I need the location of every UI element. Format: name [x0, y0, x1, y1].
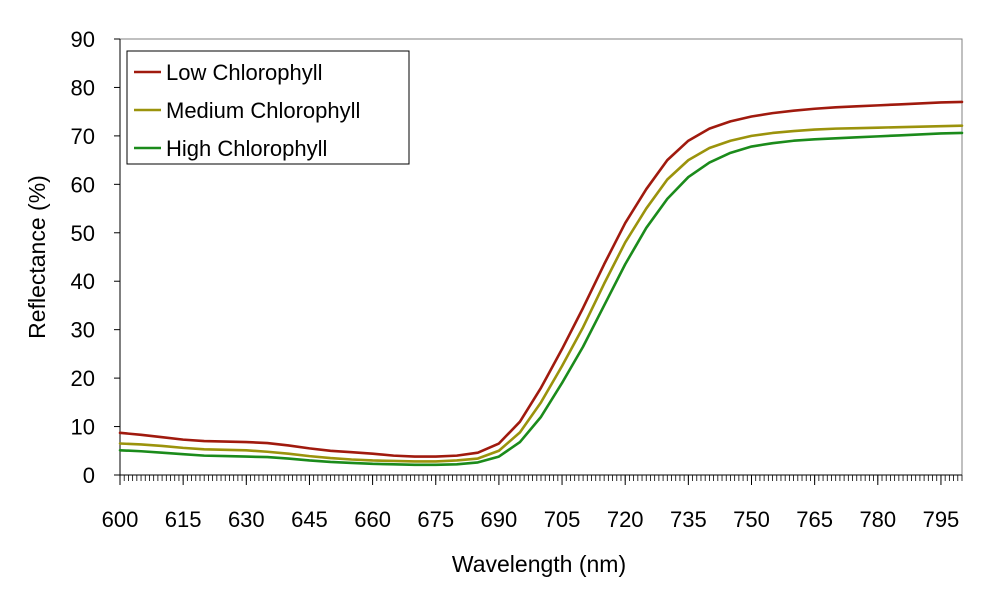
y-tick-label: 90: [71, 27, 95, 52]
x-tick-label: 660: [354, 507, 391, 532]
x-tick-label: 615: [165, 507, 202, 532]
x-tick-label: 705: [544, 507, 581, 532]
x-tick-label: 735: [670, 507, 707, 532]
series-line-medium-chlorophyll: [118, 124, 964, 463]
y-tick-label: 10: [71, 415, 95, 440]
x-tick-label: 765: [796, 507, 833, 532]
x-tick-label: 645: [291, 507, 328, 532]
series-line-low-chlorophyll: [118, 100, 964, 458]
y-tick-label: 50: [71, 221, 95, 246]
y-tick-label: 0: [83, 463, 95, 488]
x-axis-title: Wavelength (nm): [452, 551, 626, 577]
legend-item: Medium Chlorophyll: [134, 98, 360, 123]
legend-item: High Chlorophyll: [134, 136, 327, 161]
y-tick-label: 60: [71, 172, 95, 197]
y-tick-label: 20: [71, 366, 95, 391]
series-line-high-chlorophyll: [118, 131, 964, 467]
x-tick-label: 675: [417, 507, 454, 532]
x-tick-label: 795: [923, 507, 960, 532]
y-axis-title: Reflectance (%): [24, 175, 50, 339]
legend-label: Medium Chlorophyll: [166, 98, 360, 123]
legend-label: Low Chlorophyll: [166, 60, 323, 85]
y-axis: 0 10 20 30 40 50 60 70 80 90: [71, 27, 121, 488]
x-tick-label: 720: [607, 507, 644, 532]
x-tick-label: 690: [481, 507, 518, 532]
legend-item: Low Chlorophyll: [134, 60, 323, 85]
x-tick-label: 630: [228, 507, 265, 532]
legend-box: [126, 50, 410, 165]
legend-label: High Chlorophyll: [166, 136, 327, 161]
x-axis: 600 615 630 645 660 675 690 705 720 735 750 765 780 7…: [102, 474, 962, 532]
y-tick-label: 30: [71, 318, 95, 343]
y-tick-label: 40: [71, 269, 95, 294]
x-tick-label: 750: [733, 507, 770, 532]
legend: Low Chlorophyll Medium Chlorophyll High Ch…: [126, 50, 410, 165]
y-tick-label: 70: [71, 124, 95, 149]
y-tick-label: 80: [71, 75, 95, 100]
x-tick-label: 600: [102, 507, 139, 532]
x-tick-label: 780: [859, 507, 896, 532]
series-lines: [118, 100, 964, 467]
